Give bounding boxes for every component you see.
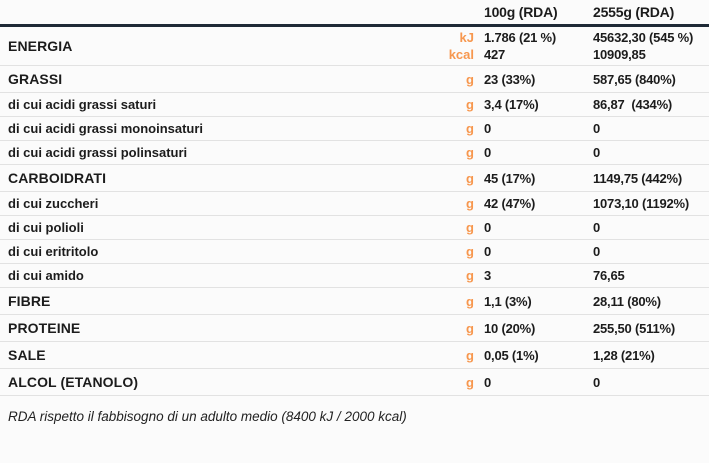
unit-label: g [466,220,474,235]
table-row-carboidrati: CARBOIDRATI g 45 (17%) 1149,75 (442%) [0,165,709,192]
nutrient-label: CARBOIDRATI [8,170,107,186]
table-row-sale: SALE g 0,05 (1%) 1,28 (21%) [0,342,709,369]
nutrient-label: di cui acidi grassi monoinsaturi [8,121,204,136]
value-2555g: 0 [593,244,601,259]
table-row-amido: di cui amido g 3 76,65 [0,264,709,288]
value-2555g: 1073,10 (1192%) [593,196,690,211]
unit-label: g [466,196,474,211]
value-2555g-kj: 45632,30 (545 %) [593,30,694,45]
nutrient-label: SALE [8,347,46,363]
header-divider-rule [0,24,709,27]
table-row-fibre: FIBRE g 1,1 (3%) 28,11 (80%) [0,288,709,315]
table-row-polioli: di cui polioli g 0 0 [0,216,709,240]
nutrient-label: PROTEINE [8,320,81,336]
nutrient-label: ALCOL (ETANOLO) [8,374,139,390]
value-100g-kj: 1.786 (21 %) [484,30,557,45]
unit-label: g [466,268,474,283]
table-row-proteine: PROTEINE g 10 (20%) 255,50 (511%) [0,315,709,342]
value-2555g: 0 [593,145,601,160]
value-100g: 23 (33%) [484,71,536,87]
value-100g: 1.786 (21 %) 427 [475,29,584,63]
unit-label: g [466,244,474,259]
value-2555g: 0 [593,220,601,235]
nutrient-label: ENERGIA [8,38,73,54]
unit-label: g [466,320,474,336]
table-row-zuccheri: di cui zuccheri g 42 (47%) 1073,10 (1192… [0,192,709,216]
value-100g: 0 [484,374,492,390]
unit-label: g [466,145,474,160]
table-row-eritritolo: di cui eritritolo g 0 0 [0,240,709,264]
unit-label: g [466,293,474,309]
value-2555g-kcal: 10909,85 [593,47,646,62]
rda-footnote: RDA rispetto il fabbisogno di un adulto … [8,409,407,424]
value-100g: 3,4 (17%) [484,97,539,112]
value-2555g: 28,11 (80%) [593,293,661,309]
value-2555g: 1149,75 (442%) [593,170,682,186]
table-row-grassi: GRASSI g 23 (33%) 587,65 (840%) [0,66,709,93]
value-100g: 0 [484,244,492,259]
nutrient-label: FIBRE [8,293,51,309]
nutrient-label: di cui zuccheri [8,196,99,211]
nutrient-label: di cui eritritolo [8,244,99,259]
unit-label: g [466,347,474,363]
value-2555g: 86,87 (434%) [593,97,673,112]
nutrient-label: di cui acidi grassi polinsaturi [8,145,188,160]
unit-label: g [466,170,474,186]
column-header-100g: 100g (RDA) [484,4,558,20]
nutrient-label: di cui polioli [8,220,84,235]
table-row-grassi-saturi: di cui acidi grassi saturi g 3,4 (17%) 8… [0,93,709,117]
unit-label: g [466,121,474,136]
value-2555g: 255,50 (511%) [593,320,675,336]
unit-label: g [466,71,474,87]
unit-kj: kJ [459,30,474,45]
value-100g: 0,05 (1%) [484,347,539,363]
table-row-grassi-polinsaturi: di cui acidi grassi polinsaturi g 0 0 [0,141,709,165]
value-2555g: 76,65 [593,268,625,283]
nutrient-label: di cui acidi grassi saturi [8,97,157,112]
column-header-2555g: 2555g (RDA) [593,4,675,20]
table-row-alcol: ALCOL (ETANOLO) g 0 0 [0,369,709,396]
table-row-grassi-monoinsaturi: di cui acidi grassi monoinsaturi g 0 0 [0,117,709,141]
value-2555g: 0 [593,374,601,390]
value-2555g: 587,65 (840%) [593,71,676,87]
table-row-energia: ENERGIA kJ kcal 1.786 (21 %) 427 45632,3… [0,27,709,66]
value-2555g: 1,28 (21%) [593,347,655,363]
value-100g: 3 [484,268,492,283]
value-2555g: 45632,30 (545 %) 10909,85 [584,29,701,63]
nutrient-label: di cui amido [8,268,84,283]
value-2555g: 0 [593,121,601,136]
nutrient-label: GRASSI [8,71,63,87]
value-100g: 0 [484,220,492,235]
value-100g: 0 [484,121,492,136]
unit-label: g [466,97,474,112]
value-100g: 0 [484,145,492,160]
unit-label: g [466,374,474,390]
unit-labels: kJ kcal [435,29,475,63]
value-100g: 10 (20%) [484,320,536,336]
unit-kcal: kcal [448,47,474,62]
value-100g: 1,1 (3%) [484,293,532,309]
table-header-row: 100g (RDA) 2555g (RDA) [0,0,709,24]
value-100g-kcal: 427 [484,47,506,62]
value-100g: 45 (17%) [484,170,536,186]
value-100g: 42 (47%) [484,196,536,211]
